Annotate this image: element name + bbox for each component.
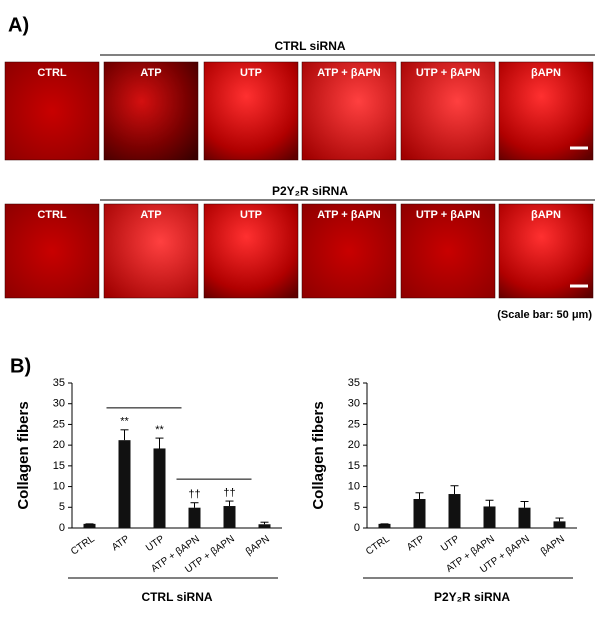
y-tick-label: 30 xyxy=(348,398,360,410)
image-label: ATP + βAPN xyxy=(317,209,381,221)
significance: †† xyxy=(223,487,235,499)
bar xyxy=(378,523,391,528)
y-tick-label: 10 xyxy=(53,480,65,492)
x-tick-label: ATP xyxy=(405,533,427,553)
y-tick-label: 25 xyxy=(53,418,65,430)
bar xyxy=(83,523,96,528)
micrograph xyxy=(400,61,496,161)
group-title: P2Y₂R siRNA xyxy=(272,184,348,198)
x-tick-label: CTRL xyxy=(69,533,97,557)
y-tick-label: 5 xyxy=(59,501,65,513)
x-tick-label: ATP xyxy=(110,533,132,553)
x-tick-label: βAPN xyxy=(539,534,567,558)
y-tick-label: 25 xyxy=(348,418,360,430)
x-tick-label: UTP xyxy=(439,533,462,554)
bar xyxy=(153,448,166,528)
bar xyxy=(223,506,236,528)
group-label: CTRL siRNA xyxy=(141,590,212,604)
y-tick-label: 20 xyxy=(348,439,360,451)
x-tick-label: βAPN xyxy=(244,534,272,558)
image-label: ATP xyxy=(140,209,161,221)
y-tick-label: 30 xyxy=(53,398,65,410)
micrograph xyxy=(4,203,100,299)
scale-note: (Scale bar: 50 μm) xyxy=(497,309,592,321)
micrograph xyxy=(498,203,594,299)
y-tick-label: 5 xyxy=(354,501,360,513)
micrograph xyxy=(103,203,199,299)
y-tick-label: 0 xyxy=(354,522,360,534)
micrograph xyxy=(301,203,397,299)
panel-label: B) xyxy=(10,355,31,377)
y-tick-label: 35 xyxy=(348,377,360,389)
micrograph xyxy=(498,61,594,161)
image-label: βAPN xyxy=(531,67,561,79)
bar xyxy=(483,506,496,528)
significance: ** xyxy=(155,424,164,436)
y-axis-label: Collagen fibers xyxy=(310,401,327,509)
micrograph xyxy=(103,61,199,161)
image-label: UTP xyxy=(240,67,262,79)
y-tick-label: 20 xyxy=(53,439,65,451)
image-label: CTRL xyxy=(37,209,67,221)
bar xyxy=(118,440,131,528)
bar xyxy=(518,507,531,528)
y-axis-label: Collagen fibers xyxy=(15,401,32,509)
bar xyxy=(258,524,271,528)
significance: †† xyxy=(188,489,200,501)
image-label: βAPN xyxy=(531,209,561,221)
image-label: UTP + βAPN xyxy=(416,67,480,79)
y-tick-label: 15 xyxy=(53,460,65,472)
bar xyxy=(413,499,426,528)
x-tick-label: UTP xyxy=(144,533,167,554)
micrograph xyxy=(4,61,100,161)
image-label: ATP xyxy=(140,67,161,79)
micrograph xyxy=(400,203,496,299)
panel-label: A) xyxy=(8,14,29,36)
bar xyxy=(553,521,566,528)
y-tick-label: 15 xyxy=(348,460,360,472)
y-tick-label: 35 xyxy=(53,377,65,389)
micrograph xyxy=(301,61,397,161)
y-tick-label: 10 xyxy=(348,480,360,492)
micrograph xyxy=(203,203,299,299)
group-title: CTRL siRNA xyxy=(274,39,345,53)
bar xyxy=(188,507,201,528)
micrograph xyxy=(203,61,299,161)
image-label: UTP xyxy=(240,209,262,221)
image-label: UTP + βAPN xyxy=(416,209,480,221)
x-tick-label: CTRL xyxy=(364,533,392,557)
group-label: P2Y₂R siRNA xyxy=(434,590,510,604)
image-label: ATP + βAPN xyxy=(317,67,381,79)
significance: ** xyxy=(120,416,129,428)
y-tick-label: 0 xyxy=(59,522,65,534)
bar xyxy=(448,494,461,528)
image-label: CTRL xyxy=(37,67,67,79)
